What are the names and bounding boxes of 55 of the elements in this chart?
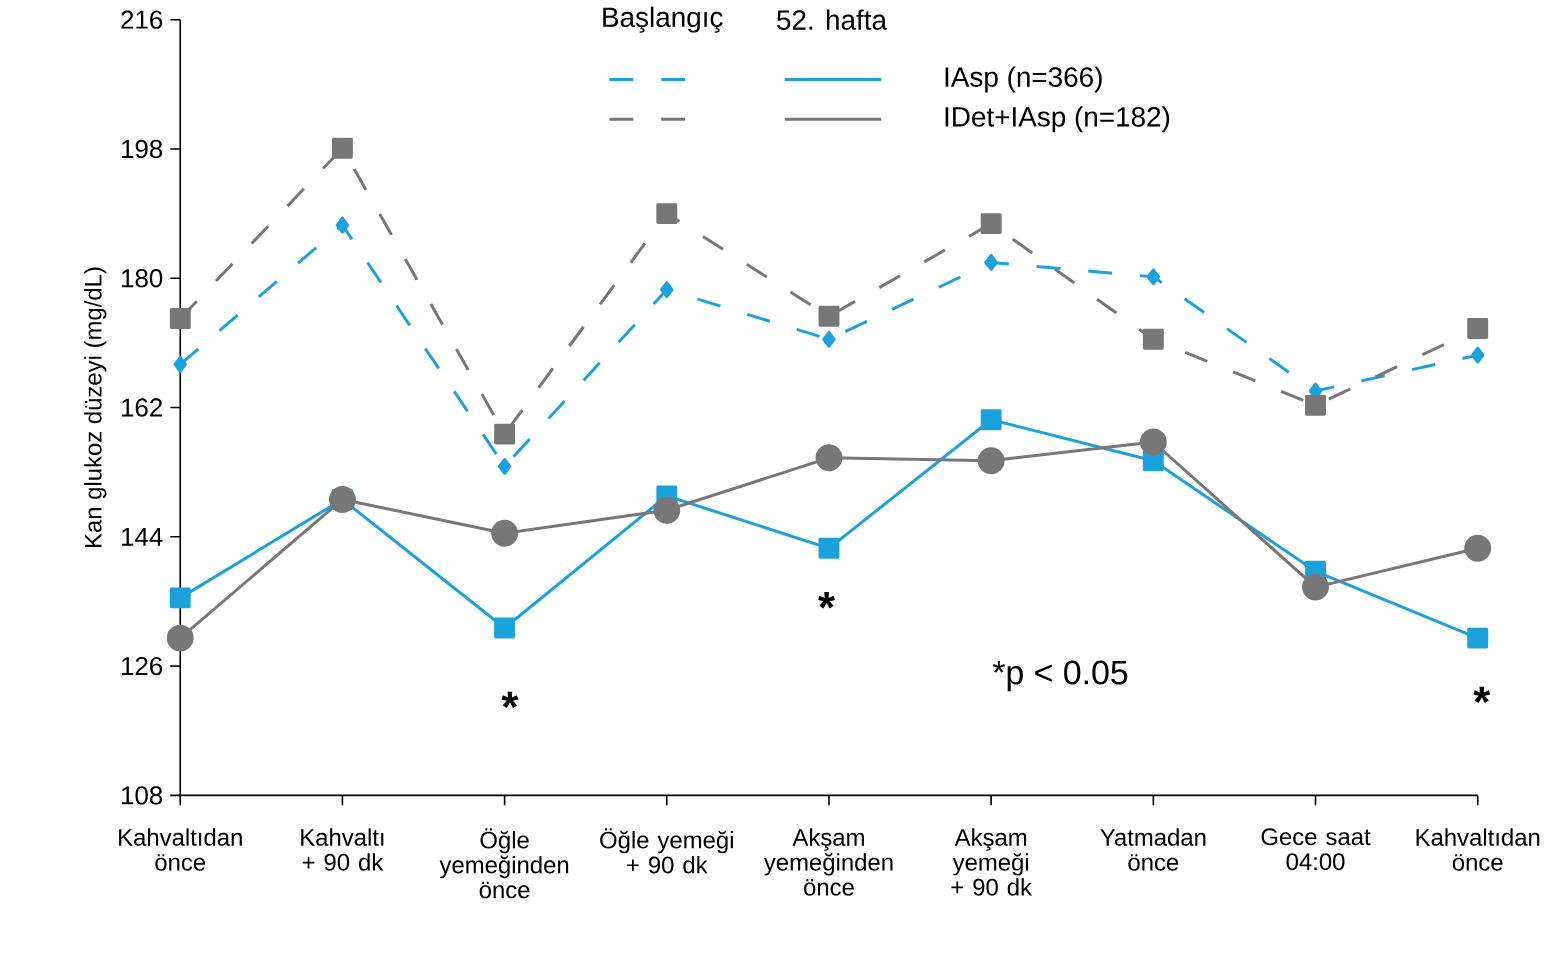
y-axis-title: Kan glukoz düzeyi (mg/dL) <box>84 267 107 548</box>
point <box>984 254 998 272</box>
y-tick-label: 216 <box>121 10 163 29</box>
x-tick-label: Kahvaltı + 90 dk <box>301 828 384 871</box>
y-tick-label: 144 <box>122 528 163 546</box>
point <box>331 137 353 159</box>
point <box>1464 535 1492 562</box>
point <box>1302 573 1329 601</box>
point <box>660 281 674 299</box>
y-tick-label: 108 <box>122 786 163 805</box>
point <box>1139 428 1167 456</box>
point <box>656 203 678 225</box>
annotation: Başlangıç <box>603 6 723 33</box>
point <box>173 356 187 374</box>
x-tick-label: Öğle yemeği + 90 dk <box>600 828 733 874</box>
point <box>822 330 836 348</box>
annotation: * <box>501 691 519 709</box>
point <box>980 409 1002 431</box>
point <box>497 458 512 476</box>
y-tick-label: 162 <box>122 398 162 417</box>
y-tick-label: 198 <box>122 139 163 159</box>
legend-label: IDet+IAsp (n=182) <box>945 106 1170 133</box>
legend-label: IAsp (n=366) <box>945 66 1102 93</box>
point <box>1142 328 1164 350</box>
point <box>335 216 350 234</box>
point <box>491 519 519 547</box>
annotation: * <box>818 592 835 609</box>
point <box>653 496 681 524</box>
point <box>815 444 843 472</box>
point <box>166 624 194 652</box>
x-tick-label: Yatmadan önce <box>1100 828 1206 871</box>
point <box>1146 268 1161 286</box>
point <box>980 213 1002 235</box>
x-tick-label: Kahvaltıdan önce <box>119 828 242 871</box>
point <box>1467 318 1489 340</box>
point <box>1467 627 1489 649</box>
point <box>169 587 191 609</box>
y-tick-label: 180 <box>122 269 163 288</box>
point <box>818 538 840 559</box>
x-tick-label: Akşam yemeğinden önce <box>763 828 893 896</box>
point <box>818 306 840 327</box>
annotation: *p < 0.05 <box>992 660 1128 692</box>
x-tick-label: Akşam yemeği + 90 dk <box>951 828 1033 896</box>
point <box>1470 346 1485 364</box>
x-tick-label: Öğle yemeğinden önce <box>439 828 569 899</box>
annotation: 52. hafta <box>777 9 888 31</box>
y-tick-label: 126 <box>122 657 163 676</box>
point <box>977 447 1005 475</box>
annotation: * <box>1473 686 1491 704</box>
x-tick-label: Gece saat 04:00 <box>1261 828 1371 871</box>
x-tick-label: Kahvaltıdan önce <box>1416 828 1540 871</box>
point <box>169 308 191 330</box>
point <box>494 423 516 445</box>
point <box>1305 395 1326 416</box>
point <box>494 617 516 639</box>
